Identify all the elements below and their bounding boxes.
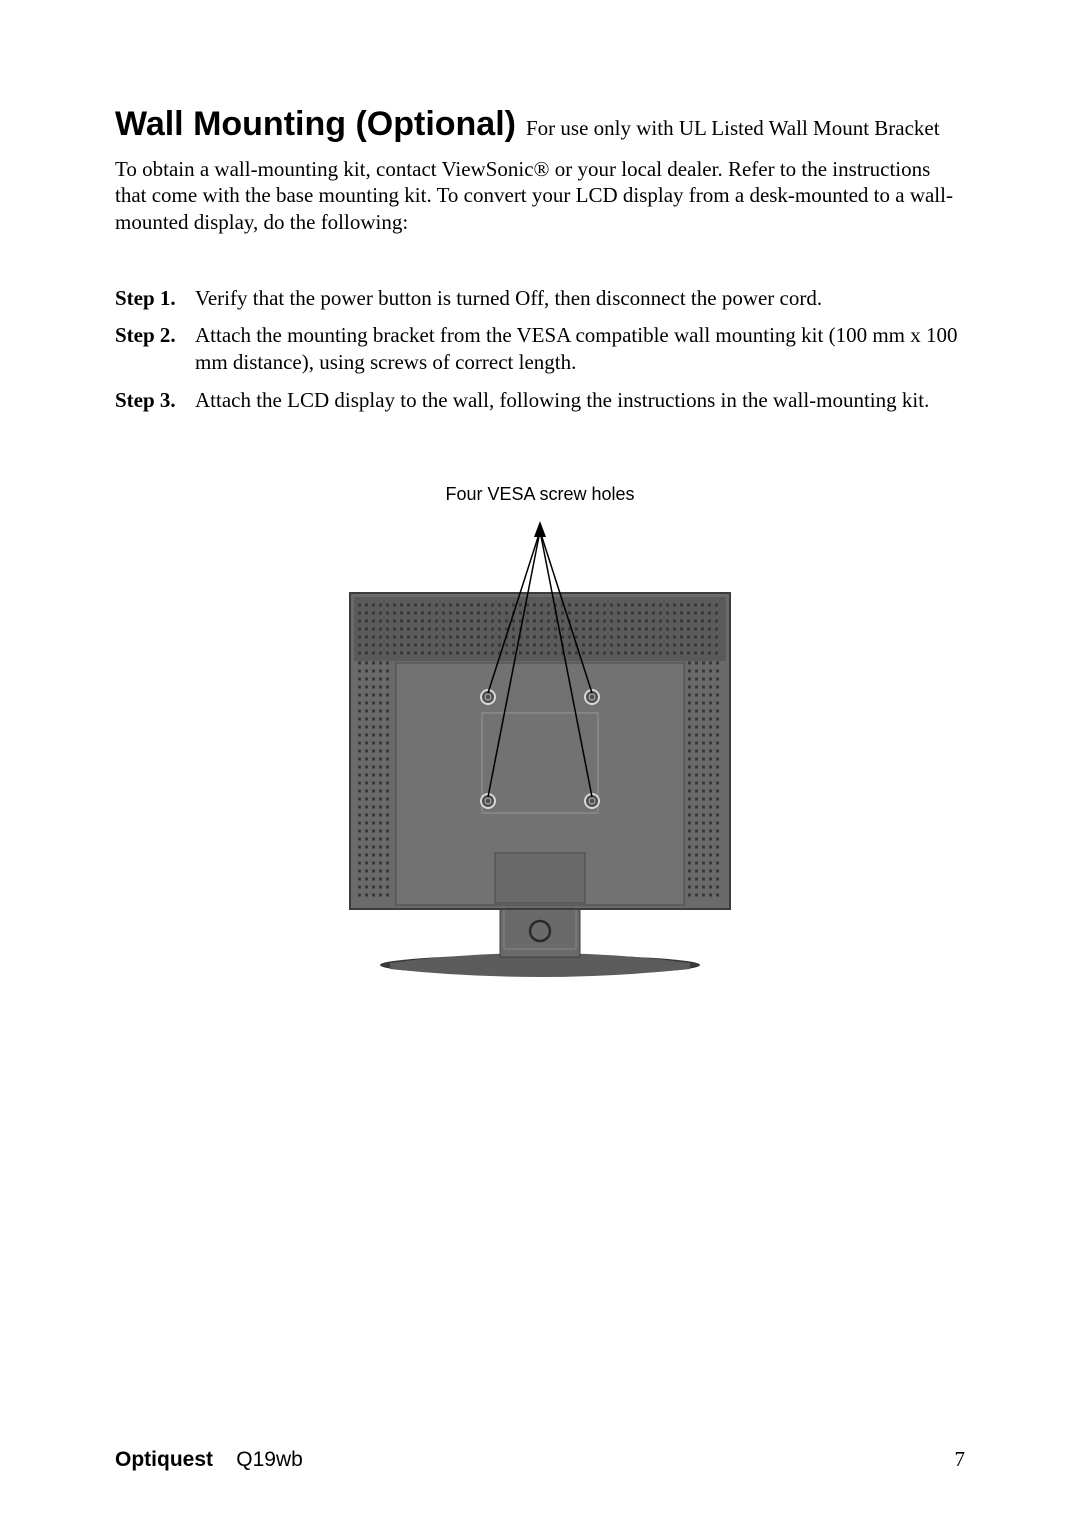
diagram-container: Four VESA screw holes: [115, 484, 965, 983]
step-label: Step 3.: [115, 387, 195, 414]
step-label: Step 2.: [115, 322, 195, 377]
step-label: Step 1.: [115, 285, 195, 312]
page-subtitle: For use only with UL Listed Wall Mount B…: [526, 116, 940, 140]
diagram-caption: Four VESA screw holes: [445, 484, 634, 505]
step-text: Attach the LCD display to the wall, foll…: [195, 387, 965, 414]
page-footer: Optiquest Q19wb 7: [115, 1447, 965, 1472]
footer-page-number: 7: [955, 1447, 966, 1472]
steps-list: Step 1. Verify that the power button is …: [115, 285, 965, 414]
title-line: Wall Mounting (Optional) For use only wi…: [115, 105, 965, 144]
step-text: Verify that the power button is turned O…: [195, 285, 965, 312]
page-title: Wall Mounting (Optional): [115, 105, 516, 143]
step-row: Step 1. Verify that the power button is …: [115, 285, 965, 312]
step-row: Step 2. Attach the mounting bracket from…: [115, 322, 965, 377]
monitor-rear-diagram: [330, 513, 750, 983]
footer-model: Q19wb: [236, 1448, 303, 1471]
step-text: Attach the mounting bracket from the VES…: [195, 322, 965, 377]
step-row: Step 3. Attach the LCD display to the wa…: [115, 387, 965, 414]
intro-paragraph: To obtain a wall-mounting kit, contact V…: [115, 156, 965, 235]
footer-brand: Optiquest: [115, 1448, 213, 1471]
footer-left: Optiquest Q19wb: [115, 1447, 303, 1472]
